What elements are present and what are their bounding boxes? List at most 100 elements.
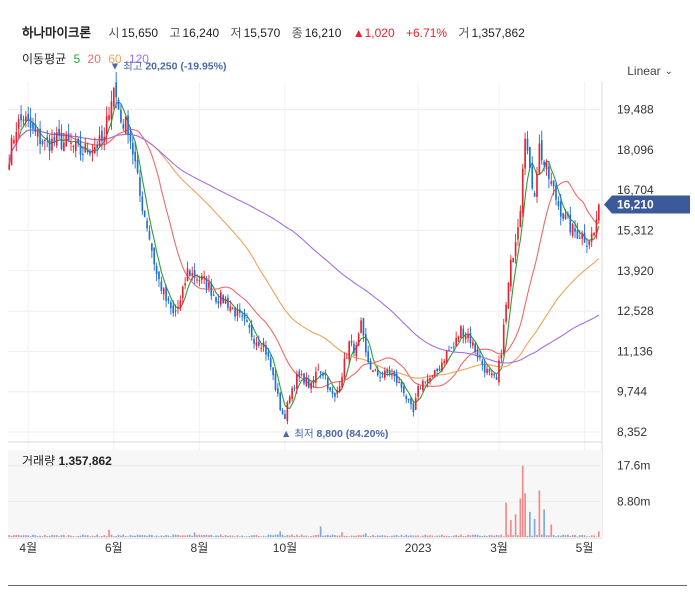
y-tick-label: 18,096: [617, 143, 654, 157]
volume-bar: [393, 535, 396, 537]
volume-bar: [112, 536, 115, 537]
volume-bar: [498, 535, 500, 537]
volume-bar: [369, 536, 372, 537]
candle-body: [124, 116, 127, 134]
volume-bar: [545, 535, 548, 537]
candle-body: [578, 237, 581, 239]
candle-body: [348, 341, 351, 360]
candle-body: [231, 307, 234, 309]
candle-body: [588, 241, 591, 245]
volume-bar: [343, 535, 346, 537]
candle-body: [322, 372, 324, 376]
volume-bar: [557, 535, 560, 537]
y-tick-label: 15,312: [617, 223, 654, 237]
volume-bar: [15, 534, 18, 537]
candle-body: [172, 305, 175, 314]
volume-bar: [376, 535, 379, 537]
candle-body: [198, 280, 201, 282]
candle-body: [462, 328, 465, 337]
ma-60[interactable]: 60: [108, 52, 122, 66]
candle-body: [27, 114, 30, 121]
volume-bar: [595, 536, 598, 537]
candle-body: [398, 381, 400, 383]
volume-bar: [200, 535, 203, 537]
candle-body: [84, 144, 87, 153]
volume-bar: [517, 535, 519, 537]
volume-bar: [372, 534, 374, 537]
volume-bar: [462, 536, 465, 537]
candle-body: [129, 132, 132, 142]
change-percent: +6.71%: [406, 26, 448, 40]
volume-bar: [514, 514, 517, 537]
candle-body: [531, 166, 534, 189]
candle-body: [10, 138, 13, 166]
volume-bar: [139, 535, 141, 537]
volume-bar: [269, 534, 272, 537]
candle-body: [360, 320, 362, 333]
volume-bar: [474, 534, 477, 537]
volume-bar: [24, 535, 27, 537]
scale-selector[interactable]: Linear ⌄: [627, 64, 673, 78]
volume-bar: [384, 535, 386, 537]
candle-body: [517, 227, 519, 240]
volume-bar: [91, 535, 94, 537]
candle-body: [262, 342, 265, 348]
candle-body: [219, 292, 222, 305]
volume-bar: [79, 535, 82, 537]
volume-bar: [550, 524, 553, 537]
volume-bar: [8, 535, 11, 537]
candle-body: [63, 142, 65, 152]
candle-body: [139, 177, 141, 196]
volume-bar: [253, 535, 255, 537]
volume-bar: [538, 490, 541, 537]
volume-bar: [593, 535, 595, 537]
volume-bar: [400, 534, 403, 537]
volume-bar: [455, 534, 457, 537]
volume-bar: [300, 534, 303, 537]
candle-body: [265, 345, 267, 355]
volume-bar: [77, 536, 79, 537]
volume-bar: [181, 535, 184, 537]
candle-body: [284, 414, 286, 420]
candle-body: [481, 360, 484, 365]
ma-120[interactable]: 120: [128, 52, 149, 66]
candle-body: [279, 392, 282, 410]
volume-bar: [67, 535, 70, 537]
candle-body: [310, 382, 312, 389]
candle-body: [410, 397, 412, 405]
candle-body: [174, 310, 177, 312]
volume-bar: [422, 535, 424, 537]
volume-bar: [101, 536, 103, 537]
volume-bar: [179, 535, 182, 537]
volume-tick-label: 17.6m: [617, 459, 650, 473]
ma-5[interactable]: 5: [73, 52, 81, 66]
volume-bar: [286, 535, 289, 537]
candle-body: [96, 144, 98, 149]
volume-bar: [36, 536, 39, 537]
volume-bar: [46, 536, 49, 537]
candle-body: [246, 320, 248, 323]
candle-body: [331, 390, 334, 394]
volume-bar: [426, 535, 429, 537]
candle-body: [134, 151, 137, 162]
volume-bar: [93, 536, 96, 537]
volume-bar: [443, 535, 446, 537]
volume-bar: [198, 534, 201, 537]
candle-body: [74, 141, 77, 152]
x-tick-label: 2023: [405, 541, 432, 555]
y-tick-label: 13,920: [617, 264, 654, 278]
candle-body: [441, 362, 443, 371]
x-tick-label: 4월: [19, 541, 37, 555]
volume-bar: [552, 534, 555, 537]
candle-body: [464, 335, 467, 340]
candle-body: [384, 370, 386, 378]
volume-bar: [281, 534, 284, 537]
candle-body: [429, 377, 431, 382]
volume-bar: [196, 535, 198, 537]
candle-body: [345, 357, 348, 359]
ma-20[interactable]: 20: [87, 52, 101, 66]
candle-body: [274, 374, 277, 390]
volume-bar: [41, 536, 44, 537]
volume-bar: [305, 535, 308, 537]
